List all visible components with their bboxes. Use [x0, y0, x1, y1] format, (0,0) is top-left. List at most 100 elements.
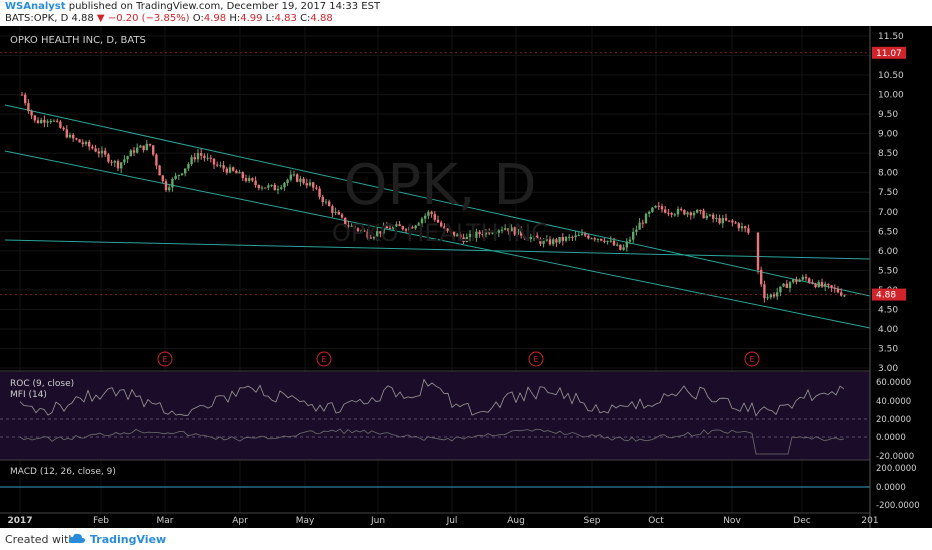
candle-body: [648, 211, 651, 214]
candle-body: [424, 215, 427, 219]
candle-body: [606, 240, 609, 242]
candle-body: [814, 283, 817, 288]
candle-body: [548, 239, 552, 245]
candle-body: [145, 143, 148, 150]
candle-body: [824, 283, 827, 287]
candle-body: [88, 141, 91, 147]
tradingview-link[interactable]: TradingView: [90, 533, 167, 546]
candle-body: [363, 230, 366, 232]
month-label: Mar: [157, 516, 174, 526]
footer: Created with TradingView: [0, 528, 932, 550]
trend-channel-line: [4, 150, 871, 329]
candle-body: [590, 238, 593, 240]
price-change: −0.20 (−3.85%): [107, 13, 190, 24]
candle-body: [561, 236, 564, 241]
candle-body: [283, 182, 286, 188]
candle-body: [731, 220, 734, 223]
candle-body: [772, 294, 776, 297]
candle-body: [139, 145, 142, 148]
candle-body: [337, 211, 340, 215]
candle-body: [232, 167, 235, 171]
candle-body: [744, 226, 747, 229]
candle-body: [609, 240, 612, 242]
candle-body: [779, 286, 782, 293]
price-tick-label: 4.50: [878, 305, 898, 315]
candle-body: [808, 278, 811, 283]
candle-body: [104, 150, 107, 155]
candle-body: [376, 231, 379, 237]
close-label: C:: [300, 13, 311, 24]
price-tag-high-bg: [872, 46, 906, 59]
candle-body: [788, 282, 792, 288]
candle-body: [129, 150, 132, 157]
candle-body: [446, 228, 449, 231]
candle-body: [110, 161, 113, 163]
candle-body: [420, 218, 424, 224]
candle-body: [596, 238, 600, 240]
candle-body: [683, 209, 686, 215]
candle-body: [593, 238, 596, 240]
published-text: published on TradingView.com, December 1…: [68, 1, 381, 12]
macd-tick-label: -200.0000: [876, 501, 920, 511]
price-axis: [870, 26, 932, 528]
candle-body: [276, 188, 280, 191]
price-tick-label: 11.50: [878, 32, 904, 42]
candle-body: [782, 283, 785, 287]
candle-body: [414, 225, 417, 229]
watermark-name: OPKO HEALTH INC: [332, 219, 548, 247]
candle-body: [40, 119, 43, 124]
candle-body: [340, 214, 344, 218]
candle-body: [526, 237, 529, 240]
candle-body: [200, 153, 203, 156]
candle-body: [417, 223, 420, 226]
candle-body: [696, 209, 699, 213]
candle-body: [366, 231, 369, 238]
author-link[interactable]: WSAnalyst: [5, 1, 66, 12]
price-tag-high: 11.07: [876, 49, 902, 59]
last-price: 4.88: [71, 13, 94, 24]
candle-body: [500, 229, 504, 231]
candle-body: [811, 282, 814, 284]
candle-body: [459, 234, 462, 238]
candle-body: [222, 165, 225, 169]
candle-body: [75, 138, 78, 140]
roc-pane-bg: [0, 372, 870, 460]
candle-body: [801, 276, 804, 280]
candle-body: [72, 134, 75, 139]
candle-body: [769, 294, 772, 298]
candle-body: [123, 159, 126, 163]
candle-body: [36, 120, 40, 124]
candle-body: [315, 187, 318, 189]
candle-body: [628, 239, 632, 242]
candle-body: [33, 115, 36, 121]
candle-body: [100, 150, 104, 154]
candle-body: [299, 178, 302, 182]
price-tick-label: 5.50: [878, 266, 898, 276]
candle-body: [542, 240, 545, 244]
candle-body: [436, 219, 440, 223]
candle-body: [702, 210, 705, 219]
candle-body: [532, 235, 536, 238]
candle-body: [830, 285, 833, 288]
price-tick-label: 6.00: [878, 247, 898, 257]
candle-body: [452, 231, 456, 237]
candle-body: [120, 162, 123, 169]
candle-body: [641, 222, 644, 224]
month-label: 2017: [7, 516, 32, 526]
candle-body: [651, 207, 654, 212]
candle-body: [654, 205, 657, 208]
month-label: Sep: [584, 516, 601, 526]
candle-body: [244, 178, 248, 182]
candle-body: [840, 292, 843, 296]
high-value: 4.99: [240, 13, 263, 24]
candle-body: [308, 182, 312, 186]
candle-body: [827, 283, 830, 286]
candle-body: [660, 206, 664, 210]
price-tick-label: 9.00: [878, 130, 898, 140]
roc-tick-label: -20.0000: [876, 452, 914, 462]
candle-body: [203, 155, 206, 159]
candle-body: [398, 224, 401, 227]
candle-body: [478, 231, 481, 235]
candle-body: [491, 232, 494, 234]
